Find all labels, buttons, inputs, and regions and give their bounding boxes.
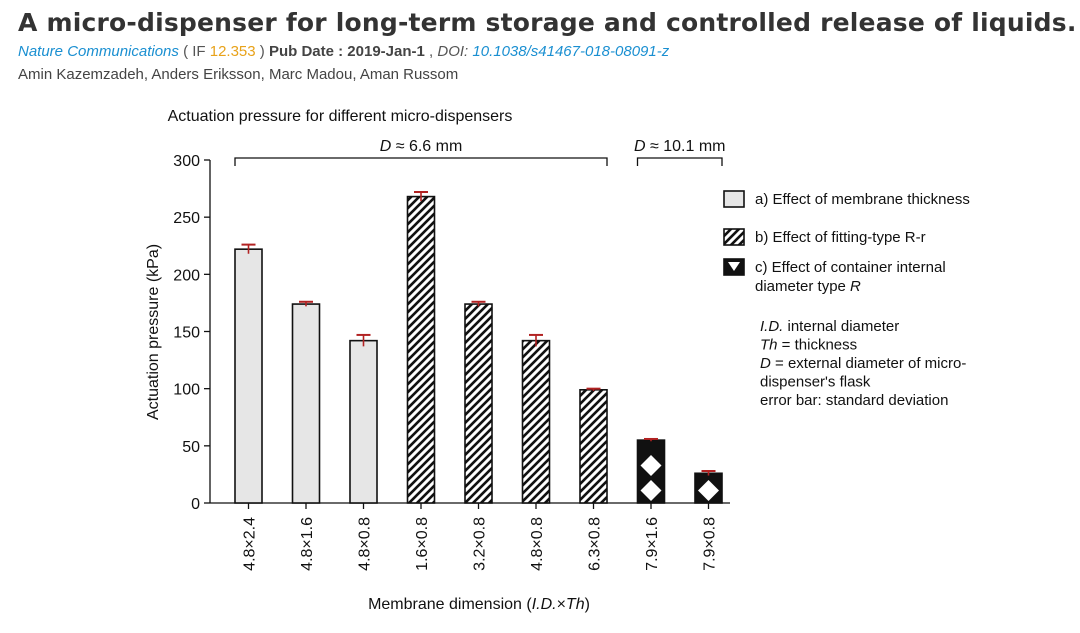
legend-swatch-mark — [728, 262, 740, 271]
bar-pattern-diamond — [640, 480, 662, 501]
y-tick-label: 200 — [173, 267, 200, 284]
group-bracket-label: D ≈ 10.1 mm — [634, 138, 725, 155]
pub-date: Pub Date : 2019-Jan-1 — [268, 43, 425, 60]
x-tick-label: 3.2×0.8 — [472, 517, 489, 571]
group-bracket — [636, 157, 723, 166]
doi-label: DOI: — [437, 43, 469, 60]
x-tick-label: 4.8×1.6 — [299, 517, 316, 571]
chart-title: Actuation pressure for different micro-d… — [168, 108, 513, 125]
bar-b — [464, 303, 493, 504]
journal-link[interactable]: Nature Communications — [18, 43, 179, 60]
y-tick-label: 100 — [173, 382, 200, 399]
note-line: error bar: standard deviation — [760, 392, 948, 409]
bar-pattern-diamond — [640, 455, 662, 476]
legend-swatch-a — [723, 190, 745, 208]
x-tick-label: 4.8×0.8 — [529, 517, 546, 571]
bar-b — [579, 389, 608, 504]
y-tick-label: 300 — [173, 153, 200, 170]
x-axis-label: Membrane dimension (I.D.×Th) — [368, 596, 590, 613]
x-tick-label: 7.9×1.6 — [644, 517, 661, 571]
legend: a) Effect of membrane thickness b) Effect… — [723, 190, 970, 295]
note-line: Th = thickness — [760, 337, 857, 354]
if-suffix: ) — [255, 43, 269, 60]
paper-title: A micro-dispenser for long-term storage … — [18, 8, 1077, 37]
legend-label-c-line2: diameter type R — [755, 278, 861, 295]
bar-pattern-diamond — [698, 480, 719, 501]
y-tick-label: 50 — [182, 439, 200, 456]
x-tick-label: 4.8×0.8 — [357, 517, 374, 571]
paper-header: A micro-dispenser for long-term storage … — [18, 8, 1077, 83]
bar-a — [234, 248, 263, 504]
paper-meta: Nature Communications ( IF 12.353 ) Pub … — [18, 43, 670, 60]
x-tick-label: 1.6×0.8 — [414, 517, 431, 571]
legend-label-b: b) Effect of fitting-type R-r — [755, 229, 926, 246]
x-tick-label: 7.9×0.8 — [702, 517, 719, 571]
if-prefix: ( IF — [178, 43, 210, 60]
bar-b — [406, 195, 436, 504]
y-tick-label: 150 — [173, 325, 200, 342]
impact-factor: 12.353 — [209, 43, 256, 60]
y-tick-label: 0 — [191, 496, 200, 513]
legend-label-a: a) Effect of membrane thickness — [755, 191, 970, 208]
y-tick-label: 250 — [173, 210, 200, 227]
brackets: D ≈ 6.6 mm D ≈ 10.1 mm — [234, 138, 725, 166]
bar-a — [291, 303, 321, 504]
note-line: dispenser's flask — [760, 374, 871, 391]
group-bracket-label: D ≈ 6.6 mm — [380, 138, 463, 155]
note-line: D = external diameter of micro- — [760, 355, 966, 372]
x-tick-label: 4.8×2.4 — [242, 517, 259, 571]
y-axis-label: Actuation pressure (kPa) — [145, 244, 162, 420]
doi-link[interactable]: 10.1038/s41467-018-08091-z — [472, 43, 670, 60]
note-line: I.D. internal diameter — [760, 318, 899, 335]
group-bracket — [234, 157, 608, 166]
bars: 4.8×2.4 4.8×1.6 4.8×0.8 1.6×0.8 3.2×0.8 4.8×0… — [234, 191, 723, 571]
bar-b — [521, 339, 551, 504]
bar-a — [349, 339, 378, 504]
x-tick-label: 6.3×0.8 — [587, 517, 604, 571]
legend-swatch-b — [723, 228, 745, 246]
axes: 0 50 100 150 200 250 300 — [173, 153, 730, 513]
paper-authors: Amin Kazemzadeh, Anders Eriksson, Marc M… — [18, 66, 459, 83]
legend-label-c: c) Effect of container internal — [755, 259, 946, 276]
